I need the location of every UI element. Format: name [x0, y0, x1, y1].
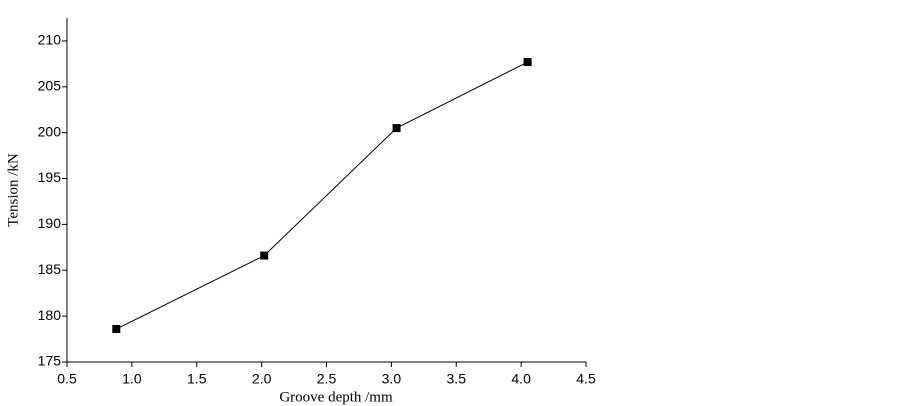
x-tick-label: 2.0 [252, 371, 272, 387]
y-tick-label: 205 [38, 78, 62, 94]
y-tick-label: 210 [38, 32, 62, 48]
x-tick-label: 2.5 [317, 371, 337, 387]
x-tick-label: 1.0 [122, 371, 142, 387]
data-line [116, 61, 528, 330]
y-tick-label: 175 [38, 353, 62, 369]
x-tick-label: 4.5 [576, 371, 596, 387]
y-tick-label: 180 [38, 307, 62, 323]
y-tick-label: 190 [38, 215, 62, 231]
x-axis-label: Groove depth /mm [279, 389, 393, 405]
y-axis-label: Tension /kN [5, 153, 21, 227]
x-tick-label: 0.5 [57, 371, 77, 387]
data-point [392, 124, 401, 133]
x-tick-label: 3.5 [447, 371, 467, 387]
x-tick-label: 3.0 [382, 371, 402, 387]
y-tick-label: 185 [38, 261, 62, 277]
y-tick-label: 200 [38, 123, 62, 139]
x-tick-label: 4.0 [511, 371, 531, 387]
x-tick-label: 1.5 [187, 371, 207, 387]
data-point [112, 324, 121, 333]
data-point [523, 58, 532, 67]
data-point [260, 251, 269, 260]
y-tick-label: 195 [38, 169, 62, 185]
